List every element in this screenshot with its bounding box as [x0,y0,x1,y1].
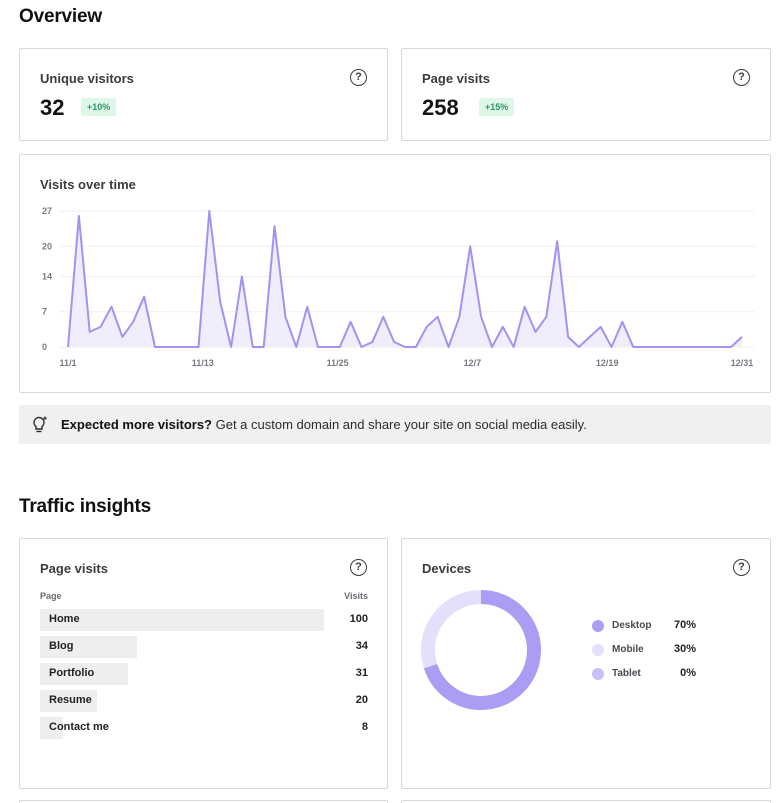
page-visits-change-badge: +15% [479,98,515,116]
page-visits-row-value: 34 [355,640,368,652]
page-visits-row-label: Resume [49,694,92,706]
visits-area [68,211,742,347]
y-tick-label: 20 [42,241,52,251]
legend-label: Mobile [612,644,644,655]
y-tick-label: 27 [42,206,52,216]
visits-over-time-card: Visits over time 27 20 14 7 0 11/1 11/13 11/25 1… [19,154,771,393]
visits-line-chart: 27 20 14 7 0 11/1 11/13 11/25 12/7 12/19 12/31 [42,206,755,368]
tip-banner-message: Get a custom domain and share your site … [212,417,587,432]
legend-percentage: 70% [673,619,696,631]
page-visits-row-value: 31 [355,667,368,679]
column-header-page: Page [40,591,62,601]
x-tick-label: 11/13 [192,358,214,368]
y-tick-label: 0 [42,342,47,352]
donut-slice-mobile [421,590,541,710]
legend-item-mobile: Mobile 30% [592,643,702,657]
page-visits-row-label: Home [49,613,80,625]
help-icon[interactable]: ? [733,559,750,576]
lightbulb-icon [33,416,47,433]
x-tick-label: 11/1 [59,358,76,368]
page-visits-bar [40,663,128,685]
legend-label: Tablet [612,668,641,679]
page-visits-row-value: 100 [349,613,368,625]
legend-swatch [592,620,604,632]
tip-banner: Expected more visitors? Get a custom dom… [19,405,771,444]
page-visits-row-label: Blog [49,640,74,652]
tip-banner-text: Expected more visitors? Get a custom dom… [61,417,587,432]
page-visits-row[interactable]: Contact me 8 [40,717,368,739]
page-visits-breakdown-title: Page visits [40,561,108,576]
page-visits-bar [40,636,137,658]
page-visits-row-value: 8 [361,721,368,733]
page-visits-row[interactable]: Resume 20 [40,690,368,712]
tip-banner-bold: Expected more visitors? [61,417,212,432]
legend-swatch [592,644,604,656]
devices-donut-chart [421,590,541,710]
help-icon[interactable]: ? [350,559,367,576]
page-visits-label: Page visits [422,71,490,86]
additional-card [401,800,771,803]
x-tick-label: 12/31 [731,358,754,368]
unique-visitors-label: Unique visitors [40,71,134,86]
x-tick-label: 12/19 [596,358,619,368]
legend-percentage: 30% [673,643,696,655]
unique-visitors-change-badge: +10% [81,98,117,116]
page-visits-value: 258 [422,95,459,120]
y-tick-label: 7 [42,307,47,317]
column-header-visits: Visits [344,591,368,601]
x-tick-label: 12/7 [464,358,482,368]
visits-series-line [67,210,743,348]
additional-card [19,800,388,803]
legend-percentage: 0% [680,667,696,679]
devices-card: Devices ? [401,538,771,789]
legend-item-desktop: Desktop 70% [592,619,702,633]
page-visits-bar [40,717,63,739]
page-visits-bar [40,690,97,712]
x-tick-label: 11/25 [327,358,349,368]
legend-label: Desktop [612,620,652,631]
page-visits-row-label: Contact me [49,721,109,733]
page-visits-row[interactable]: Blog 34 [40,636,368,658]
unique-visitors-value: 32 [40,95,65,120]
legend-swatch [592,668,604,680]
page-visits-card: Page visits ? 258 +15% [401,48,771,141]
y-tick-label: 14 [42,271,52,281]
unique-visitors-card: Unique visitors ? 32 +10% [19,48,388,141]
page-visits-bar [40,609,324,631]
help-icon[interactable]: ? [350,69,367,86]
page-visits-row[interactable]: Home 100 [40,609,368,631]
help-icon[interactable]: ? [733,69,750,86]
visits-chart-title: Visits over time [40,177,136,192]
page-visits-row[interactable]: Portfolio 31 [40,663,368,685]
legend-item-tablet: Tablet 0% [592,667,702,681]
overview-title: Overview [19,6,102,27]
traffic-insights-title: Traffic insights [19,496,151,517]
page-visits-row-label: Portfolio [49,667,95,679]
page-visits-breakdown-card: Page visits ? Page Visits Home 100 Blog 34 P… [19,538,388,789]
page-visits-row-value: 20 [355,694,368,706]
devices-title: Devices [422,561,472,576]
